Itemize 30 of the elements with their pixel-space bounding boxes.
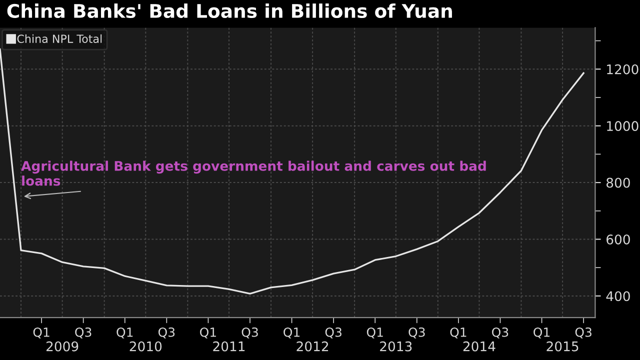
chart-title: China Banks' Bad Loans in Billions of Yuan xyxy=(7,4,452,18)
x2-tick-label: 2010 xyxy=(130,341,162,352)
x-tick-label: Q1 xyxy=(450,327,466,338)
x2-tick-label: 2013 xyxy=(380,341,412,352)
x-tick-label: Q1 xyxy=(116,327,133,338)
x2-tick-label: 2011 xyxy=(213,341,245,352)
line-series xyxy=(0,48,584,295)
y-tick-label: 1000 xyxy=(607,121,638,132)
x-tick-label: Q3 xyxy=(408,327,425,338)
x2-tick-label: 2012 xyxy=(296,341,328,352)
x-tick-label: Q3 xyxy=(575,327,592,338)
x2-tick-label: 2014 xyxy=(463,341,496,352)
y-tick-label: 600 xyxy=(606,234,630,244)
x2-tick-label: 2009 xyxy=(46,341,78,352)
x-tick-label: Q1 xyxy=(534,327,550,338)
x2-tick-label: 2015 xyxy=(546,341,578,352)
x-tick-label: Q3 xyxy=(75,327,92,338)
y-tick-label: 1200 xyxy=(607,64,638,74)
x-tick-label: Q1 xyxy=(200,327,216,338)
x-tick-label: Q3 xyxy=(242,327,258,338)
y-tick-label: 800 xyxy=(606,178,630,188)
x-tick-label: Q3 xyxy=(492,327,508,338)
x-tick-label: Q3 xyxy=(325,327,342,338)
x-tick-label: Q1 xyxy=(366,327,383,338)
x-tick-label: Q3 xyxy=(158,327,175,338)
annotation: Agricultural Bank gets government bailout and carves out bad loans xyxy=(21,160,486,186)
y-tick-label: 400 xyxy=(606,291,630,302)
x-tick-label: Q1 xyxy=(33,327,50,338)
legend-label: China NPL Total xyxy=(17,34,102,43)
x-tick-label: Q1 xyxy=(284,327,300,338)
